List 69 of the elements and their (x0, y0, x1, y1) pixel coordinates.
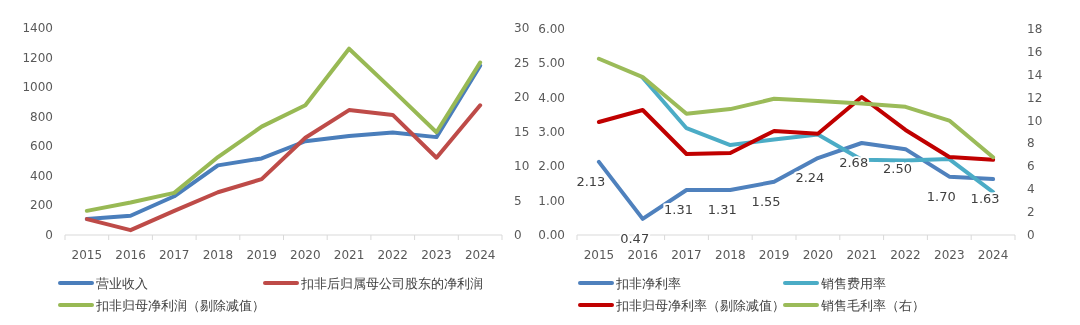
y2-tick-label: 25 (514, 55, 530, 70)
y-tick-label: 2.00 (538, 159, 565, 174)
x-tick-label: 2020 (290, 248, 321, 262)
y2-tick-label: 20 (514, 90, 530, 104)
x-tick-label: 2015 (583, 248, 615, 262)
data-label: 1.55 (751, 193, 781, 209)
legend-label: 扣非后归属母公司股东的净利润 (300, 276, 483, 291)
x-tick-label: 2022 (377, 248, 409, 262)
legend-label: 销售毛利率（右） (820, 298, 925, 313)
x-tick-label: 2019 (246, 248, 277, 262)
y2-tick-label: 10 (514, 159, 530, 173)
y-tick-label: 400 (30, 168, 53, 183)
data-label: 0.47 (620, 230, 650, 246)
y2-tick-label: 16 (1027, 44, 1043, 59)
y-tick-label: 200 (30, 198, 53, 213)
x-tick-label: 2017 (671, 248, 702, 262)
y-tick-label: 0 (45, 228, 53, 242)
legend-label: 扣非归母净利率（剔除减值） (615, 298, 785, 313)
x-tick-label: 2020 (802, 248, 834, 262)
y2-tick-label: 4 (1027, 182, 1035, 197)
y2-tick-label: 12 (1027, 90, 1043, 105)
y-tick-label: 0.00 (538, 228, 565, 242)
y-tick-label: 1200 (22, 50, 53, 65)
y2-tick-label: 6 (1027, 159, 1035, 174)
y2-tick-label: 2 (1027, 205, 1035, 220)
y-tick-label: 1.00 (538, 193, 565, 208)
y2-tick-label: 15 (514, 124, 530, 139)
y-tick-label: 3.00 (538, 125, 565, 139)
legend-label: 扣非净利率 (615, 276, 681, 291)
x-tick-label: 2015 (71, 248, 103, 262)
legend-label: 营业收入 (96, 276, 148, 291)
x-tick-label: 2024 (464, 248, 496, 262)
y-tick-label: 800 (30, 109, 53, 124)
x-tick-label: 2016 (627, 248, 658, 262)
data-label: 2.24 (795, 170, 825, 186)
y-tick-label: 600 (30, 139, 53, 154)
data-label: 1.63 (970, 191, 1000, 207)
y2-tick-label: 5 (514, 193, 522, 208)
data-label: 1.31 (707, 202, 737, 218)
y2-tick-label: 8 (1027, 136, 1035, 151)
x-tick-label: 2021 (333, 248, 365, 262)
y-tick-label: 1400 (22, 21, 53, 35)
x-tick-label: 2023 (421, 248, 452, 262)
x-tick-label: 2024 (977, 248, 1009, 262)
data-label: 1.70 (926, 188, 956, 204)
y-tick-label: 6.00 (538, 22, 565, 36)
x-tick-label: 2021 (846, 248, 877, 262)
y2-tick-label: 10 (1027, 113, 1043, 128)
data-label: 2.50 (883, 161, 912, 177)
legend-label: 销售费用率 (820, 276, 886, 291)
y2-tick-label: 14 (1027, 67, 1043, 82)
y2-tick-label: 0 (1027, 228, 1035, 242)
y-tick-label: 4.00 (538, 90, 565, 105)
x-tick-label: 2022 (890, 248, 921, 262)
y2-tick-label: 18 (1027, 22, 1043, 36)
y-tick-label: 1000 (22, 80, 53, 95)
y-tick-label: 5.00 (538, 56, 565, 71)
x-tick-label: 2023 (934, 248, 965, 262)
data-label: 2.68 (839, 154, 869, 170)
data-label: 1.31 (664, 202, 693, 218)
x-tick-label: 2016 (115, 248, 146, 262)
x-tick-label: 2018 (202, 248, 234, 262)
y2-tick-label: 30 (514, 21, 530, 35)
data-label: 2.13 (576, 173, 606, 189)
x-tick-label: 2017 (158, 248, 190, 262)
y2-tick-label: 0 (514, 228, 522, 242)
x-tick-label: 2018 (715, 248, 746, 262)
x-tick-label: 2019 (758, 248, 790, 262)
legend-label: 扣非归母净利润（剔除减值） (95, 298, 265, 313)
